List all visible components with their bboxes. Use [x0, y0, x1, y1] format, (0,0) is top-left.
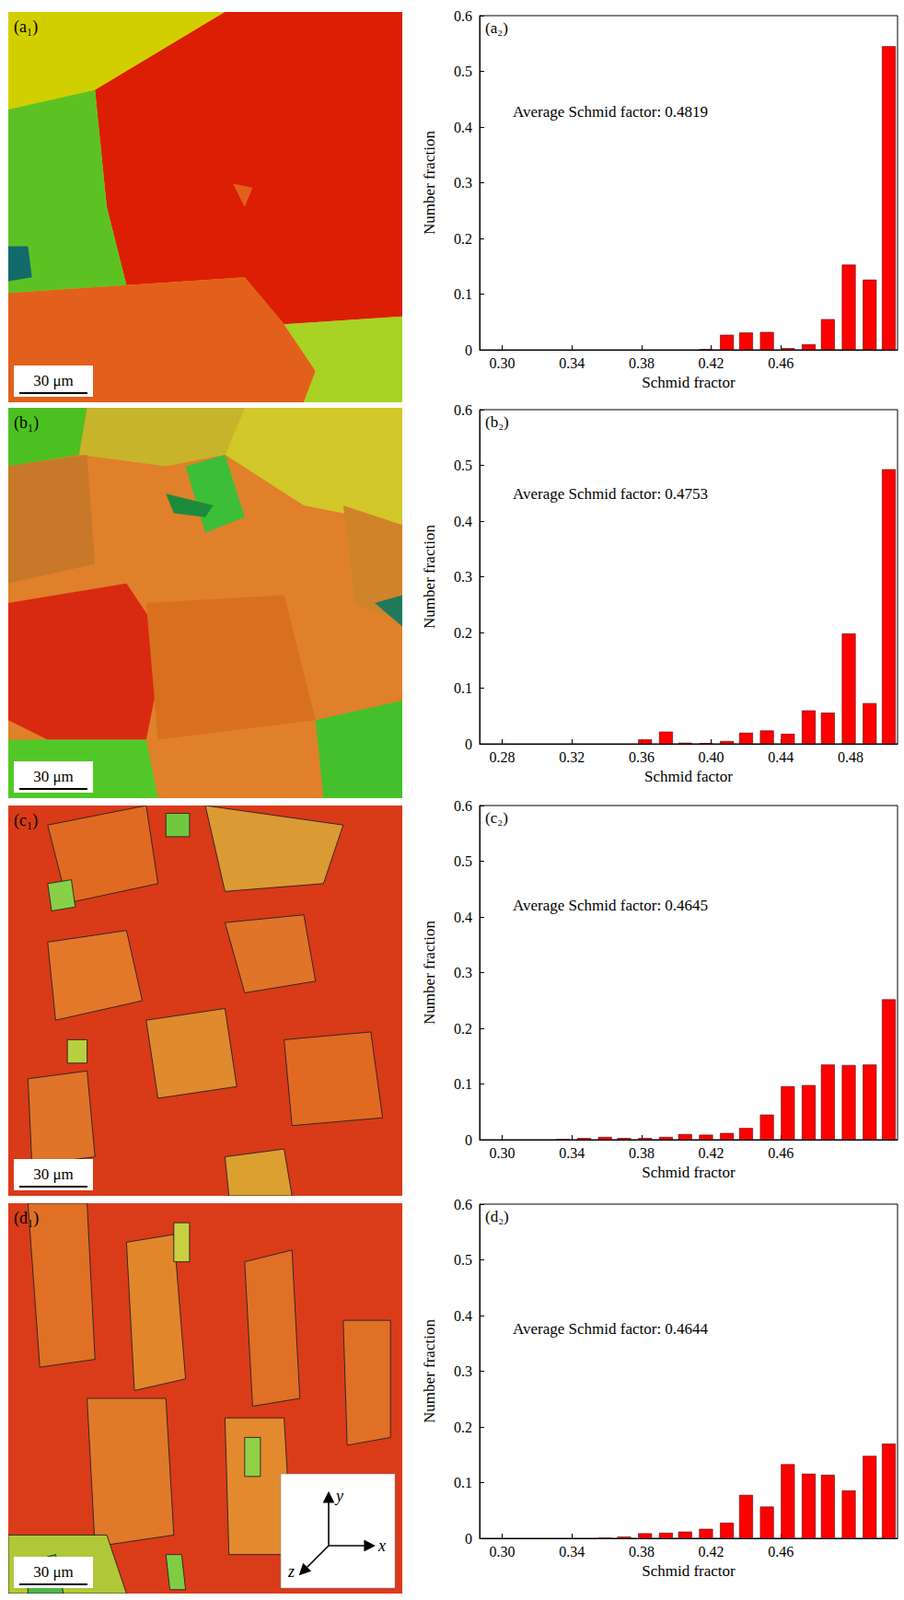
- svg-text:0.2: 0.2: [453, 625, 473, 641]
- svg-text:0.1: 0.1: [453, 680, 473, 696]
- svg-text:Number fraction: Number fraction: [420, 524, 439, 629]
- svg-text:0.42: 0.42: [698, 1145, 725, 1161]
- svg-text:0.6: 0.6: [453, 402, 473, 418]
- svg-text:0.1: 0.1: [453, 1474, 473, 1491]
- svg-text:0.28: 0.28: [489, 749, 516, 765]
- svg-text:0.5: 0.5: [453, 63, 473, 80]
- svg-text:0.4: 0.4: [453, 1308, 473, 1324]
- svg-text:0.5: 0.5: [453, 1251, 473, 1268]
- svg-text:0.2: 0.2: [453, 1020, 473, 1037]
- svg-text:0.2: 0.2: [453, 231, 473, 247]
- svg-text:0.48: 0.48: [837, 749, 864, 765]
- svg-text:(b₂): (b₂): [485, 413, 510, 431]
- svg-text:0.42: 0.42: [698, 1543, 725, 1560]
- svg-text:0.2: 0.2: [453, 1419, 473, 1436]
- svg-text:0.34: 0.34: [558, 1145, 585, 1161]
- svg-text:0.30: 0.30: [489, 1543, 516, 1560]
- svg-text:(a₂): (a₂): [485, 19, 509, 37]
- svg-text:0: 0: [464, 1530, 473, 1547]
- svg-text:0.4: 0.4: [453, 513, 473, 530]
- svg-text:0.6: 0.6: [453, 8, 473, 24]
- svg-text:0.46: 0.46: [767, 1543, 794, 1560]
- svg-text:0.3: 0.3: [453, 1363, 473, 1380]
- svg-text:Number fraction: Number fraction: [420, 1319, 439, 1424]
- svg-text:0.4: 0.4: [453, 909, 473, 926]
- svg-text:(c₁): (c₁): [13, 811, 38, 831]
- svg-text:30 μm: 30 μm: [33, 371, 74, 390]
- svg-text:0.4: 0.4: [453, 119, 473, 136]
- svg-text:(c₂): (c₂): [485, 809, 509, 827]
- svg-text:0.3: 0.3: [453, 964, 473, 981]
- svg-text:0.44: 0.44: [767, 749, 794, 765]
- svg-text:0.1: 0.1: [453, 286, 473, 302]
- svg-text:Number fraction: Number fraction: [420, 130, 439, 235]
- svg-text:0.6: 0.6: [453, 1196, 473, 1213]
- svg-text:0.32: 0.32: [558, 749, 585, 765]
- svg-text:(d₁): (d₁): [13, 1208, 39, 1229]
- svg-text:Schmid fractor: Schmid fractor: [641, 373, 736, 392]
- svg-text:0.3: 0.3: [453, 174, 473, 191]
- svg-text:0.42: 0.42: [698, 355, 725, 371]
- svg-text:0.40: 0.40: [698, 749, 725, 765]
- svg-text:0.46: 0.46: [767, 355, 794, 371]
- svg-text:x: x: [377, 1536, 386, 1555]
- svg-text:0.5: 0.5: [453, 457, 473, 474]
- svg-text:Number fraction: Number fraction: [420, 920, 439, 1025]
- svg-text:0: 0: [464, 342, 473, 359]
- svg-text:0.46: 0.46: [767, 1145, 794, 1161]
- svg-text:0.6: 0.6: [453, 798, 473, 814]
- svg-text:0.1: 0.1: [453, 1076, 473, 1092]
- svg-text:0.34: 0.34: [558, 1543, 585, 1560]
- svg-text:30 μm: 30 μm: [33, 1165, 74, 1183]
- svg-text:0.34: 0.34: [558, 355, 585, 371]
- svg-text:z: z: [287, 1562, 295, 1581]
- svg-text:Schmid fractor: Schmid fractor: [641, 1163, 736, 1182]
- svg-text:30 μm: 30 μm: [33, 1563, 74, 1581]
- svg-text:Average Schmid factor: 0.4753: Average Schmid factor: 0.4753: [512, 485, 708, 503]
- svg-text:0: 0: [464, 1132, 473, 1148]
- svg-text:0.3: 0.3: [453, 568, 473, 585]
- svg-text:0: 0: [464, 736, 473, 753]
- svg-text:0.30: 0.30: [489, 1145, 516, 1161]
- svg-text:Schmid factor: Schmid factor: [644, 767, 733, 786]
- svg-text:Average Schmid factor: 0.4644: Average Schmid factor: 0.4644: [512, 1320, 709, 1338]
- svg-text:Average Schmid factor: 0.4645: Average Schmid factor: 0.4645: [512, 896, 708, 915]
- svg-text:Schmid fractor: Schmid fractor: [641, 1562, 736, 1580]
- svg-text:0.30: 0.30: [489, 355, 516, 371]
- svg-text:(b₁): (b₁): [13, 413, 39, 433]
- svg-text:0.38: 0.38: [628, 355, 655, 371]
- svg-text:0.36: 0.36: [628, 749, 655, 765]
- svg-text:0.38: 0.38: [628, 1145, 655, 1161]
- svg-text:0.5: 0.5: [453, 853, 473, 870]
- svg-text:30 μm: 30 μm: [33, 767, 74, 786]
- svg-text:0.38: 0.38: [628, 1543, 655, 1560]
- svg-text:Average Schmid factor: 0.4819: Average Schmid factor: 0.4819: [512, 103, 708, 121]
- svg-text:y: y: [334, 1486, 344, 1506]
- svg-text:(a₁): (a₁): [13, 17, 38, 37]
- svg-text:(d₂): (d₂): [485, 1207, 510, 1226]
